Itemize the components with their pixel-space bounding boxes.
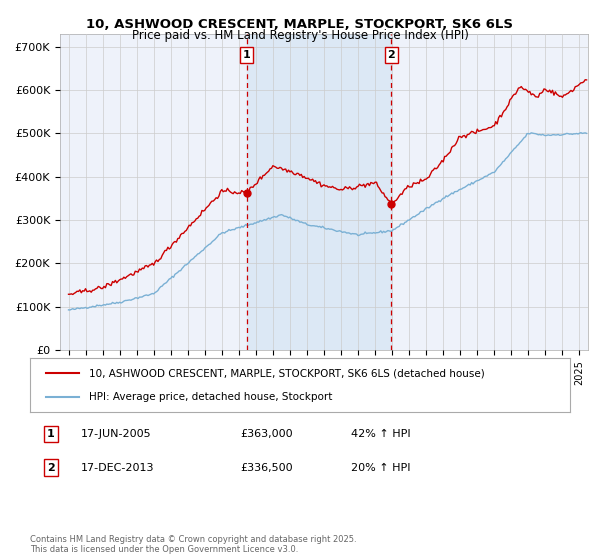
Text: 2: 2 — [47, 463, 55, 473]
Text: HPI: Average price, detached house, Stockport: HPI: Average price, detached house, Stoc… — [89, 391, 333, 402]
Text: 17-DEC-2013: 17-DEC-2013 — [81, 463, 155, 473]
Text: 42% ↑ HPI: 42% ↑ HPI — [351, 429, 410, 439]
Text: 20% ↑ HPI: 20% ↑ HPI — [351, 463, 410, 473]
Bar — [247, 34, 391, 350]
Text: Contains HM Land Registry data © Crown copyright and database right 2025.
This d: Contains HM Land Registry data © Crown c… — [30, 535, 356, 554]
Text: £363,000: £363,000 — [240, 429, 293, 439]
Text: 1: 1 — [243, 50, 251, 60]
Text: £336,500: £336,500 — [240, 463, 293, 473]
Text: 2: 2 — [388, 50, 395, 60]
Text: 10, ASHWOOD CRESCENT, MARPLE, STOCKPORT, SK6 6LS: 10, ASHWOOD CRESCENT, MARPLE, STOCKPORT,… — [86, 18, 514, 31]
Text: Price paid vs. HM Land Registry's House Price Index (HPI): Price paid vs. HM Land Registry's House … — [131, 29, 469, 42]
Text: 17-JUN-2005: 17-JUN-2005 — [81, 429, 152, 439]
Text: 10, ASHWOOD CRESCENT, MARPLE, STOCKPORT, SK6 6LS (detached house): 10, ASHWOOD CRESCENT, MARPLE, STOCKPORT,… — [89, 368, 485, 379]
Text: 1: 1 — [47, 429, 55, 439]
